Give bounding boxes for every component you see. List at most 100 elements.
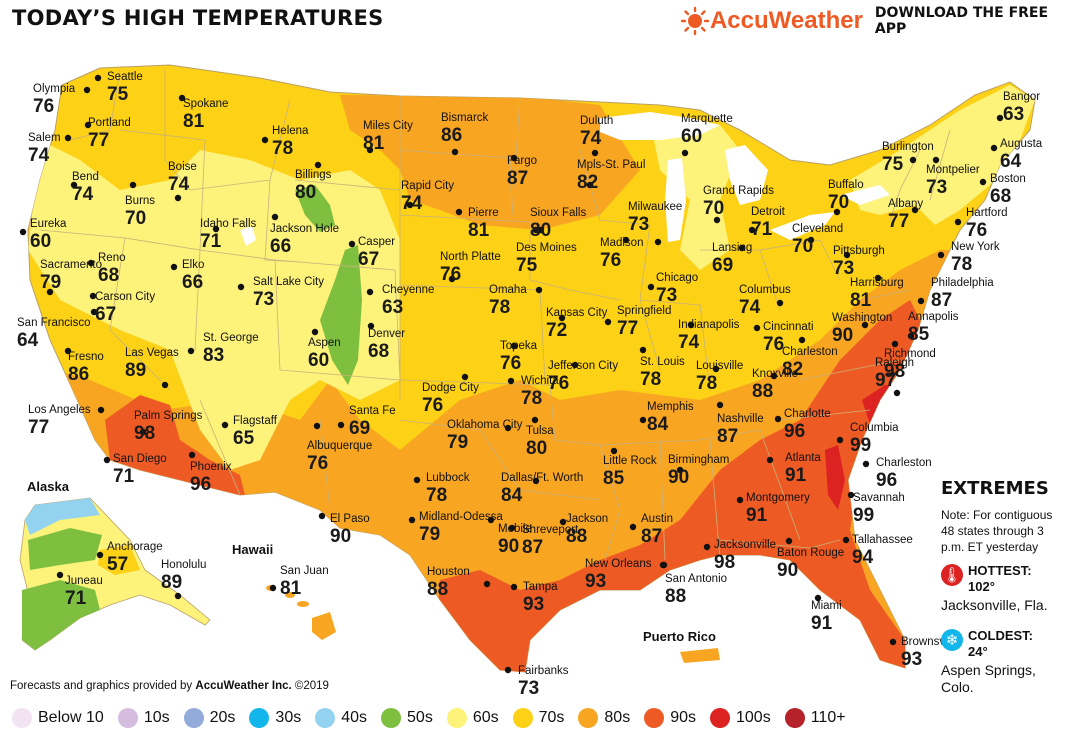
download-app-link[interactable]: DOWNLOAD THE FREE APP (874, 5, 1049, 37)
city-temp: 93 (901, 648, 923, 670)
city-name: Buffalo (828, 179, 864, 191)
city-dot-mobile (487, 516, 495, 524)
city-label-fresno: Fresno 86 (68, 351, 104, 385)
city-dot-marquette (681, 149, 689, 157)
city-dot-boston (979, 178, 987, 186)
city-dot-carson-city (89, 292, 97, 300)
city-label-san-juan: San Juan 81 (280, 565, 329, 597)
city-dot-columbia (836, 436, 844, 444)
city-label-baton-rouge: Baton Rouge 90 (777, 547, 844, 579)
city-temp: 65 (233, 427, 255, 449)
legend-item: 60s (446, 708, 499, 728)
city-dot-denver (367, 322, 375, 330)
city-dot-charleston (862, 460, 870, 468)
city-label-san-antonio: San Antonio 88 (665, 573, 727, 605)
city-dot-detroit (748, 226, 756, 234)
city-dot-madison (622, 236, 630, 244)
city-name: Sioux Falls (530, 207, 587, 219)
city-label-cleveland: Cleveland 70 (792, 223, 843, 255)
city-temp: 98 (884, 360, 906, 382)
city-label-richmond: Richmond 98 (884, 348, 936, 382)
region-label-hawaii: Hawaii (232, 542, 274, 557)
city-name: Jefferson City (548, 360, 619, 372)
city-dot-cincinnati (753, 324, 761, 332)
legend-label: 40s (341, 709, 368, 726)
city-dot-olympia (83, 86, 91, 94)
city-temp: 87 (641, 525, 663, 547)
city-name: Mobile (498, 523, 532, 535)
city-temp: 78 (521, 387, 543, 409)
city-temp: 89 (161, 571, 183, 593)
city-name: Birmingham (668, 454, 730, 466)
city-name: Dallas/Ft. Worth (501, 472, 584, 484)
city-name: Richmond (884, 348, 936, 360)
legend-swatch (249, 708, 270, 728)
city-temp: 78 (272, 137, 294, 159)
lake-michigan (665, 158, 686, 242)
city-temp: 75 (107, 83, 129, 105)
city-temp: 73 (656, 284, 678, 306)
city-temp: 66 (182, 271, 204, 293)
city-dot-des-moines (537, 226, 545, 234)
city-name: Lubbock (426, 472, 470, 484)
city-temp: 82 (577, 171, 599, 193)
city-dots (19, 74, 1004, 674)
city-label-jefferson-city: Jefferson City 76 (548, 360, 619, 392)
legend-item: 100s (710, 708, 771, 728)
city-temp: 76 (440, 263, 462, 285)
city-temp: 96 (784, 420, 806, 442)
city-name: Albany (888, 198, 924, 210)
brand-name[interactable]: AccuWeather (709, 7, 863, 34)
city-label-cheyenne: Cheyenne 63 (382, 284, 434, 316)
city-name: Columbus (739, 284, 791, 296)
city-name: Atlanta (785, 452, 821, 464)
city-temp: 60 (681, 125, 703, 147)
city-temp: 73 (253, 288, 275, 310)
zone-50s-colorado (320, 245, 362, 385)
city-label-helena: Helena 78 (272, 125, 309, 159)
lake-erie (770, 212, 835, 240)
city-name: Casper (358, 236, 396, 248)
city-temp: 80 (530, 219, 552, 241)
city-name: Raleigh (875, 357, 914, 369)
city-name: Helena (272, 125, 309, 137)
city-name: San Juan (280, 565, 329, 577)
city-name: Bangor (1003, 91, 1041, 103)
brand-bar[interactable]: AccuWeather DOWNLOAD THE FREE APP (680, 5, 1068, 37)
zone-80s-plains (340, 95, 640, 230)
city-label-midland-odessa: Midland-Odessa 79 (419, 511, 503, 545)
city-label-anchorage: Anchorage 57 (107, 541, 163, 573)
city-label-tallahassee: Tallahassee 94 (852, 534, 913, 566)
city-name: Jackson Hole (270, 223, 340, 235)
city-dot-jackson (559, 518, 567, 526)
city-dot-juneau (56, 571, 64, 579)
city-temp: 86 (68, 363, 90, 385)
thermometer-hot-icon: 🌡 (941, 564, 963, 586)
city-temp: 79 (419, 523, 441, 545)
city-label-houston: Houston 88 (427, 566, 470, 598)
city-dot-north-platte (448, 275, 456, 283)
city-name: New Orleans (585, 558, 652, 570)
city-name: Madison (600, 237, 644, 249)
city-label-wichita: Wichita 78 (521, 375, 559, 409)
legend-label: 60s (472, 709, 499, 726)
city-temp: 80 (526, 437, 548, 459)
city-label-rapid-city: Rapid City 74 (401, 180, 454, 212)
city-temp: 67 (95, 303, 117, 325)
city-temp: 93 (523, 593, 545, 615)
city-name: Des Moines (516, 242, 577, 254)
city-name: New York (951, 241, 1000, 253)
state-borders (39, 69, 951, 561)
city-label-philadelphia: Philadelphia 87 (931, 277, 994, 309)
city-name: Washington (832, 312, 893, 324)
city-label-charleston: Charleston 96 (876, 457, 932, 489)
city-name: Wichita (521, 375, 559, 387)
city-dot-miles-city (366, 146, 374, 154)
city-name: Knoxville (752, 368, 799, 380)
city-name: Miles City (363, 120, 413, 132)
city-temp: 77 (28, 416, 50, 438)
city-dot-pittsburgh (843, 251, 851, 259)
city-name: Lansing (712, 242, 753, 254)
city-name: St. George (203, 332, 259, 344)
city-temp: 99 (853, 504, 875, 526)
